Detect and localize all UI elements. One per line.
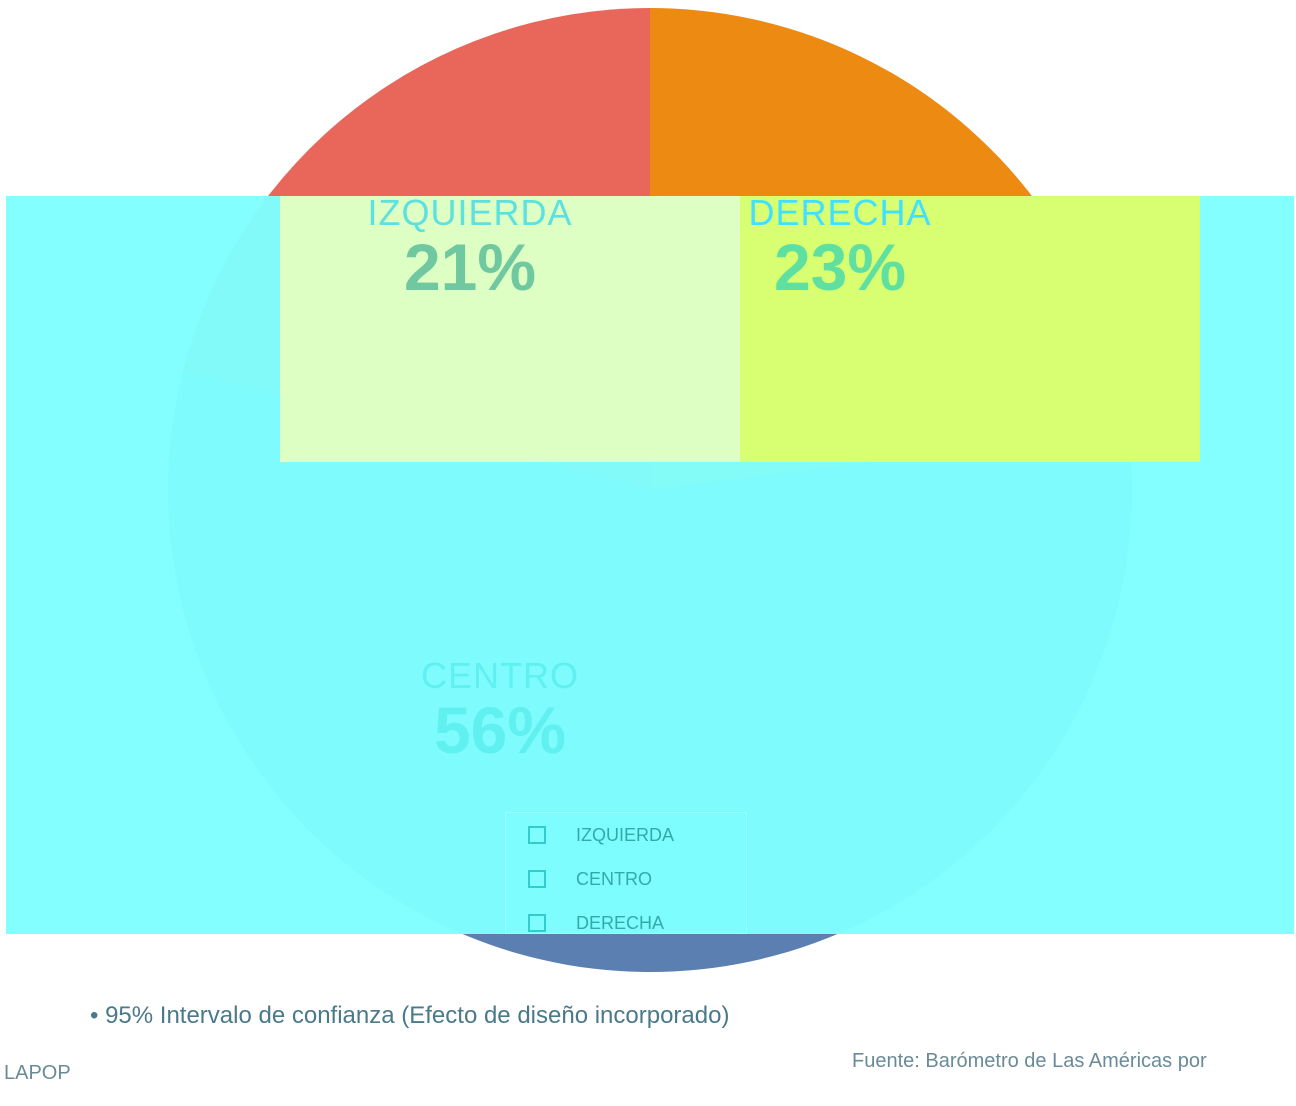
slice-value-izquierda: 21% (403, 230, 537, 304)
legend-label: DERECHA (576, 912, 665, 933)
legend-item[interactable]: CENTRO (506, 857, 746, 901)
slice-name-derecha: DERECHA (748, 192, 932, 233)
legend-item[interactable]: IZQUIERDA (506, 813, 746, 857)
slice-value-derecha: 23% (773, 230, 907, 304)
legend-label: CENTRO (576, 868, 652, 889)
legend-swatch-icon (528, 914, 546, 932)
tint-band (280, 196, 1200, 462)
source-org: LAPOP (4, 1062, 71, 1084)
chart-legend: IZQUIERDA CENTRO DERECHA (505, 812, 747, 934)
slice-label-centro: CENTRO 56% (380, 655, 620, 763)
slice-label-izquierda: IZQUIERDA 21% (350, 192, 590, 300)
slice-label-derecha: DERECHA 23% (720, 192, 960, 300)
source-note: Fuente: Barómetro de Las Américas por (852, 1050, 1207, 1072)
slice-value-centro: 56% (433, 693, 567, 767)
legend-label: IZQUIERDA (576, 824, 675, 845)
confidence-note: • 95% Intervalo de confianza (Efecto de … (90, 1002, 730, 1029)
legend-swatch-icon (528, 870, 546, 888)
slice-name-centro: CENTRO (421, 655, 579, 696)
legend-swatch-icon (528, 826, 546, 844)
legend-item[interactable]: DERECHA (506, 901, 746, 945)
slice-name-izquierda: IZQUIERDA (367, 192, 573, 233)
